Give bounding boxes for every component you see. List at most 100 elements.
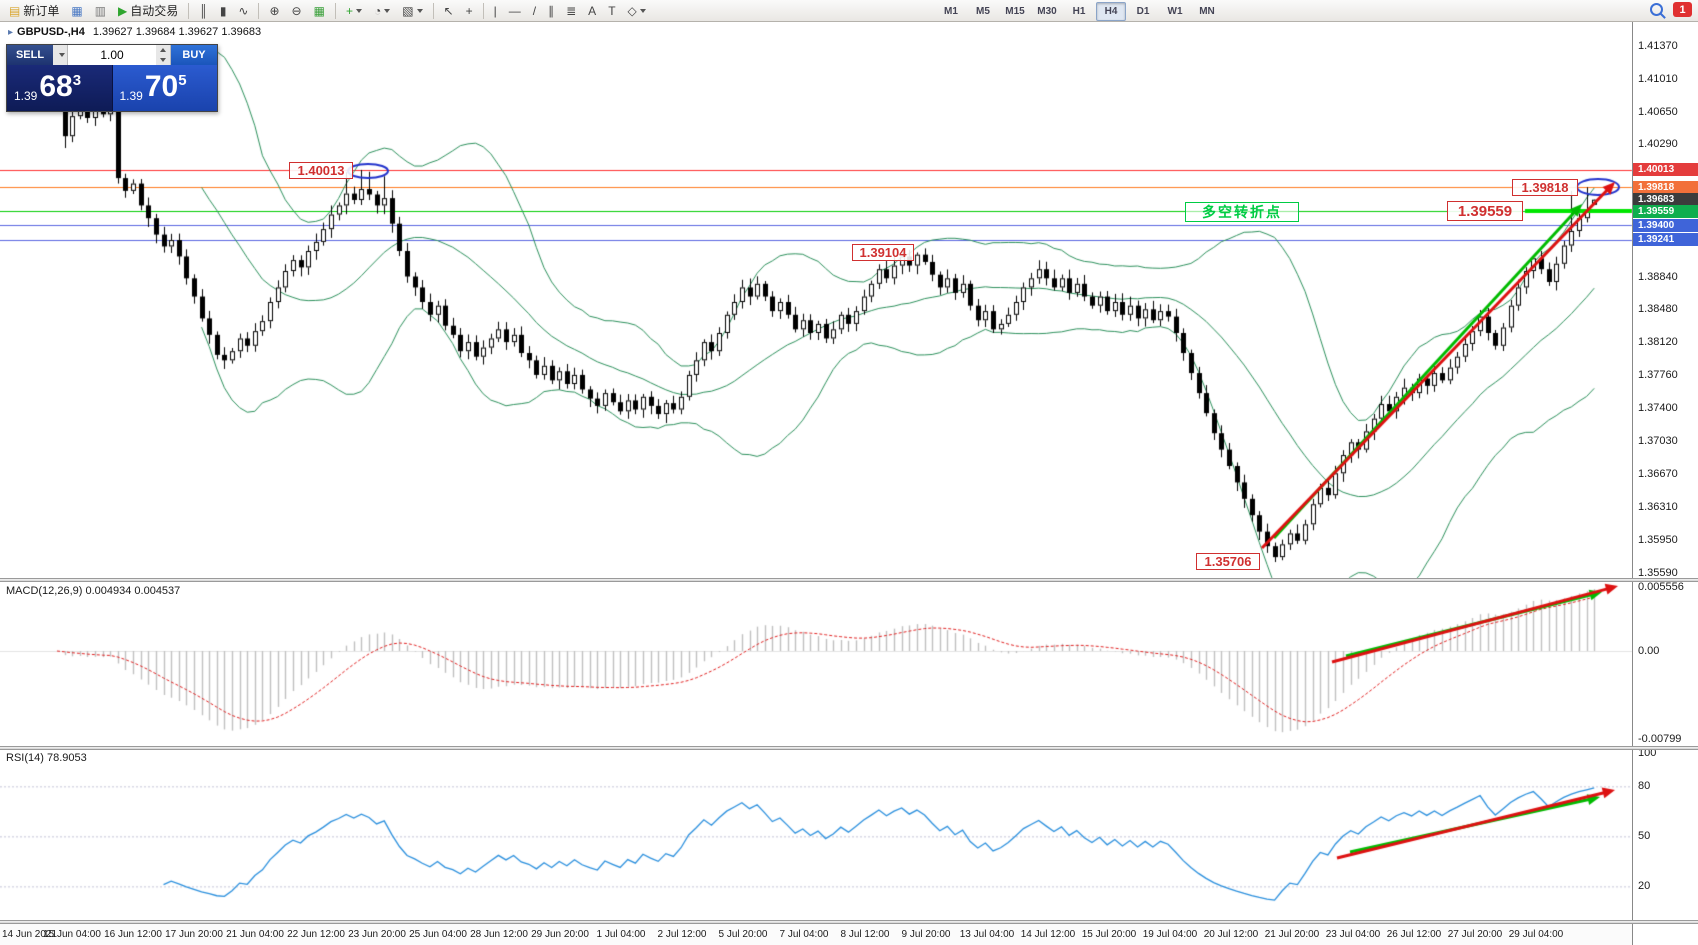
trendline-icon[interactable]: / [528, 1, 541, 21]
price-callout-1-39559[interactable]: 1.39559 [1447, 201, 1523, 221]
time-axis[interactable]: 14 Jun 2021 15 Jun 04:00 16 Jun 12:00 17 Ju… [0, 924, 1632, 945]
timeframe-button-h1[interactable]: H1 [1072, 6, 1086, 17]
line-chart-icon[interactable]: ∿ [233, 1, 253, 21]
panel-splitter[interactable] [0, 578, 1698, 582]
timeframe-button-m30[interactable]: M30 [1037, 6, 1057, 17]
price-callout-1-35706[interactable]: 1.35706 [1196, 553, 1260, 570]
sell-quote[interactable]: 1.39 68 3 [7, 65, 112, 111]
panel-splitter[interactable] [0, 746, 1698, 750]
candlestick-chart-icon[interactable]: ▮ [215, 1, 232, 21]
sell-price-sup: 3 [72, 72, 82, 89]
horizontal-line-icon[interactable]: — [504, 1, 526, 21]
equidistant-channel-icon[interactable]: ∥ [543, 1, 559, 21]
crosshair-icon[interactable]: + [461, 1, 478, 21]
vertical-line-icon[interactable]: | [489, 1, 502, 21]
indicator-scale-label: 50 [1638, 830, 1651, 842]
sell-button[interactable]: SELL [7, 45, 53, 65]
chart-ohlc-values: 1.39627 1.39684 1.39627 1.39683 [92, 26, 262, 38]
one-click-trading-panel: SELL BUY 1.39 68 3 1.39 70 5 [6, 44, 218, 112]
templates-icon-glyph: ▧ [402, 3, 414, 18]
time-axis-label: 15 Jul 20:00 [1081, 929, 1137, 940]
turning-point-label[interactable]: 多空转折点 [1185, 202, 1299, 222]
timeframe-button-h4[interactable]: H4 [1096, 2, 1126, 21]
price-callout-1-39104[interactable]: 1.39104 [852, 244, 914, 261]
time-axis-label: 25 Jun 04:00 [409, 929, 467, 940]
buy-button[interactable]: BUY [171, 45, 217, 65]
search-icon[interactable] [1650, 3, 1663, 16]
price-scale-label: 1.40290 [1638, 138, 1678, 151]
timeframe-button-mn[interactable]: MN [1199, 6, 1215, 17]
arrows-icon[interactable]: ◇ [623, 1, 651, 21]
zoom-in-icon-glyph: ⊕ [269, 3, 280, 18]
timeframe-button-m15[interactable]: M15 [1005, 6, 1025, 17]
time-axis-label: 13 Jul 04:00 [959, 929, 1015, 940]
price-scale-label: 1.37400 [1638, 401, 1678, 414]
autotrading-button[interactable]: ▶ 自动交易 [113, 1, 183, 21]
timeframe-button-m1[interactable]: M1 [944, 6, 958, 17]
timeframe-button-w1[interactable]: W1 [1167, 6, 1183, 17]
periods-icon[interactable]: ◔ [369, 1, 395, 21]
price-tag-1-39241: 1.39241 [1633, 233, 1698, 247]
zoom-out-icon[interactable]: ⊖ [287, 1, 307, 21]
label-icon[interactable]: T [603, 1, 620, 21]
toolbar-separator [482, 2, 484, 19]
horizontal-line-icon-glyph: — [508, 3, 521, 18]
timeframe-button-m5[interactable]: M5 [976, 6, 990, 17]
cursor-icon[interactable]: ↖ [439, 1, 459, 21]
indicators-icon[interactable]: + [341, 1, 367, 21]
arrows-icon-glyph: ◇ [627, 3, 637, 18]
templates-icon[interactable]: ▧ [397, 1, 427, 21]
fibonacci-icon[interactable]: ≣ [561, 1, 581, 21]
chevron-down-icon [384, 8, 391, 13]
bar-chart-icon[interactable]: ║ [194, 1, 213, 21]
candlestick-chart-icon-glyph: ▮ [219, 3, 227, 18]
profiles-icon[interactable]: ▥ [90, 1, 111, 21]
volume-up-button[interactable] [156, 45, 170, 55]
price-scale-label: 1.41370 [1638, 40, 1678, 52]
text-icon[interactable]: A [583, 1, 601, 21]
indicator-scale-label: 80 [1638, 780, 1651, 792]
price-tag-1-39559: 1.39559 [1633, 204, 1698, 218]
price-tag-1-40013: 1.40013 [1633, 163, 1698, 177]
toolbar: ▤ 新订单 ▦ ▥ ▶ 自动交易 ║ ▮ ∿ ⊕ ⊖ ▦ + ◔ ▧ ↖ + | — / ∥ ≣ A T ◇ M1 M5 M15 M3… [0, 0, 1698, 22]
notification-badge[interactable]: 1 [1673, 2, 1692, 17]
new-order-button-label: 新订单 [23, 4, 60, 18]
time-axis-label: 22 Jun 12:00 [287, 929, 345, 940]
buy-price-prefix: 1.39 [119, 89, 143, 103]
volume-down-button[interactable] [156, 55, 170, 65]
toolbar-left-group: ▤ 新订单 ▦ ▥ ▶ 自动交易 ║ ▮ ∿ ⊕ ⊖ ▦ + ◔ ▧ ↖ + | — / ∥ ≣ A T ◇ [0, 0, 652, 22]
buy-price-sup: 5 [178, 72, 187, 89]
text-icon-glyph: A [588, 3, 597, 18]
time-axis-label: 19 Jul 04:00 [1142, 929, 1198, 940]
time-axis-label: 21 Jun 04:00 [226, 929, 284, 940]
chart-symbol-period: GBPUSD-,H4 [17, 26, 85, 38]
indicator-scale-label: 0.005556 [1638, 581, 1684, 593]
new-order-button[interactable]: ▤ 新订单 [4, 1, 64, 21]
volume-input[interactable] [68, 45, 156, 65]
sell-price-big: 68 [39, 70, 73, 103]
equidistant-channel-icon-glyph: ∥ [548, 3, 555, 18]
time-axis-label: 1 Jul 04:00 [596, 929, 646, 940]
price-scale-label: 1.36670 [1638, 468, 1678, 481]
tile-windows-icon[interactable]: ▦ [309, 1, 330, 21]
periods-icon-glyph: ◔ [373, 3, 382, 18]
price-scale-label: 1.37030 [1638, 435, 1678, 448]
time-axis-label: 28 Jun 12:00 [470, 929, 528, 940]
chevron-down-icon [639, 8, 646, 13]
time-axis-label: 29 Jun 20:00 [531, 929, 589, 940]
price-scale-label: 1.35590 [1638, 566, 1678, 579]
timeframe-button-d1[interactable]: D1 [1136, 6, 1150, 17]
price-callout-1-39818[interactable]: 1.39818 [1512, 179, 1578, 196]
chart-window-icon[interactable]: ▦ [66, 1, 87, 21]
price-callout-1-40013[interactable]: 1.40013 [289, 162, 353, 179]
buy-quote[interactable]: 1.39 70 5 [111, 65, 217, 111]
price-axis[interactable]: 1.41370 1.41010 1.40650 1.40290 1.38840 1.384… [1632, 22, 1698, 945]
zoom-in-icon[interactable]: ⊕ [264, 1, 284, 21]
crosshair-icon-glyph: + [465, 3, 473, 18]
fibonacci-icon-glyph: ≣ [566, 3, 577, 18]
order-type-dropdown[interactable] [53, 45, 68, 65]
indicator-scale-label: 20 [1638, 880, 1651, 892]
chevron-down-icon [416, 8, 423, 13]
panel-splitter[interactable] [0, 920, 1698, 924]
